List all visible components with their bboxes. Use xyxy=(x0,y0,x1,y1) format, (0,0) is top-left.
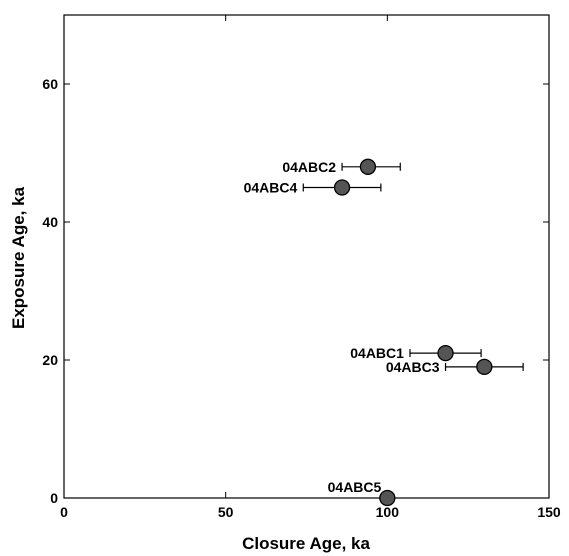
data-point xyxy=(476,358,493,376)
data-point xyxy=(359,158,377,175)
y-tick-label: 60 xyxy=(42,76,58,92)
data-point xyxy=(379,489,396,507)
point-label: 04ABC2 xyxy=(282,159,336,175)
point-label: 04ABC4 xyxy=(244,180,298,196)
data-point-group: 04ABC1 xyxy=(350,344,482,362)
y-tick-label: 0 xyxy=(50,490,58,506)
point-label: 04ABC5 xyxy=(328,479,382,495)
y-tick-label: 40 xyxy=(42,214,58,230)
x-tick-label: 0 xyxy=(60,504,68,520)
data-point xyxy=(437,344,454,362)
plot-border xyxy=(63,14,550,499)
point-label: 04ABC1 xyxy=(350,345,404,361)
y-axis-title: Exposure Age, ka xyxy=(9,186,28,329)
x-tick-label: 50 xyxy=(218,504,234,520)
x-axis-title: Closure Age, ka xyxy=(242,534,370,553)
y-axis-ticks: 0 20 40 60 xyxy=(42,76,549,506)
data-point xyxy=(333,179,351,196)
data-point-group: 04ABC5 xyxy=(328,479,396,507)
y-tick-label: 20 xyxy=(42,352,58,368)
x-tick-label: 150 xyxy=(537,504,561,520)
data-point-group: 04ABC3 xyxy=(386,358,524,376)
data-point-group: 04ABC2 xyxy=(282,158,401,175)
data-point-group: 04ABC4 xyxy=(244,179,382,196)
point-label: 04ABC3 xyxy=(386,359,440,375)
plot-frame xyxy=(63,14,550,499)
x-axis-ticks: 0 50 100 150 xyxy=(60,15,561,520)
x-tick-label: 100 xyxy=(376,504,400,520)
